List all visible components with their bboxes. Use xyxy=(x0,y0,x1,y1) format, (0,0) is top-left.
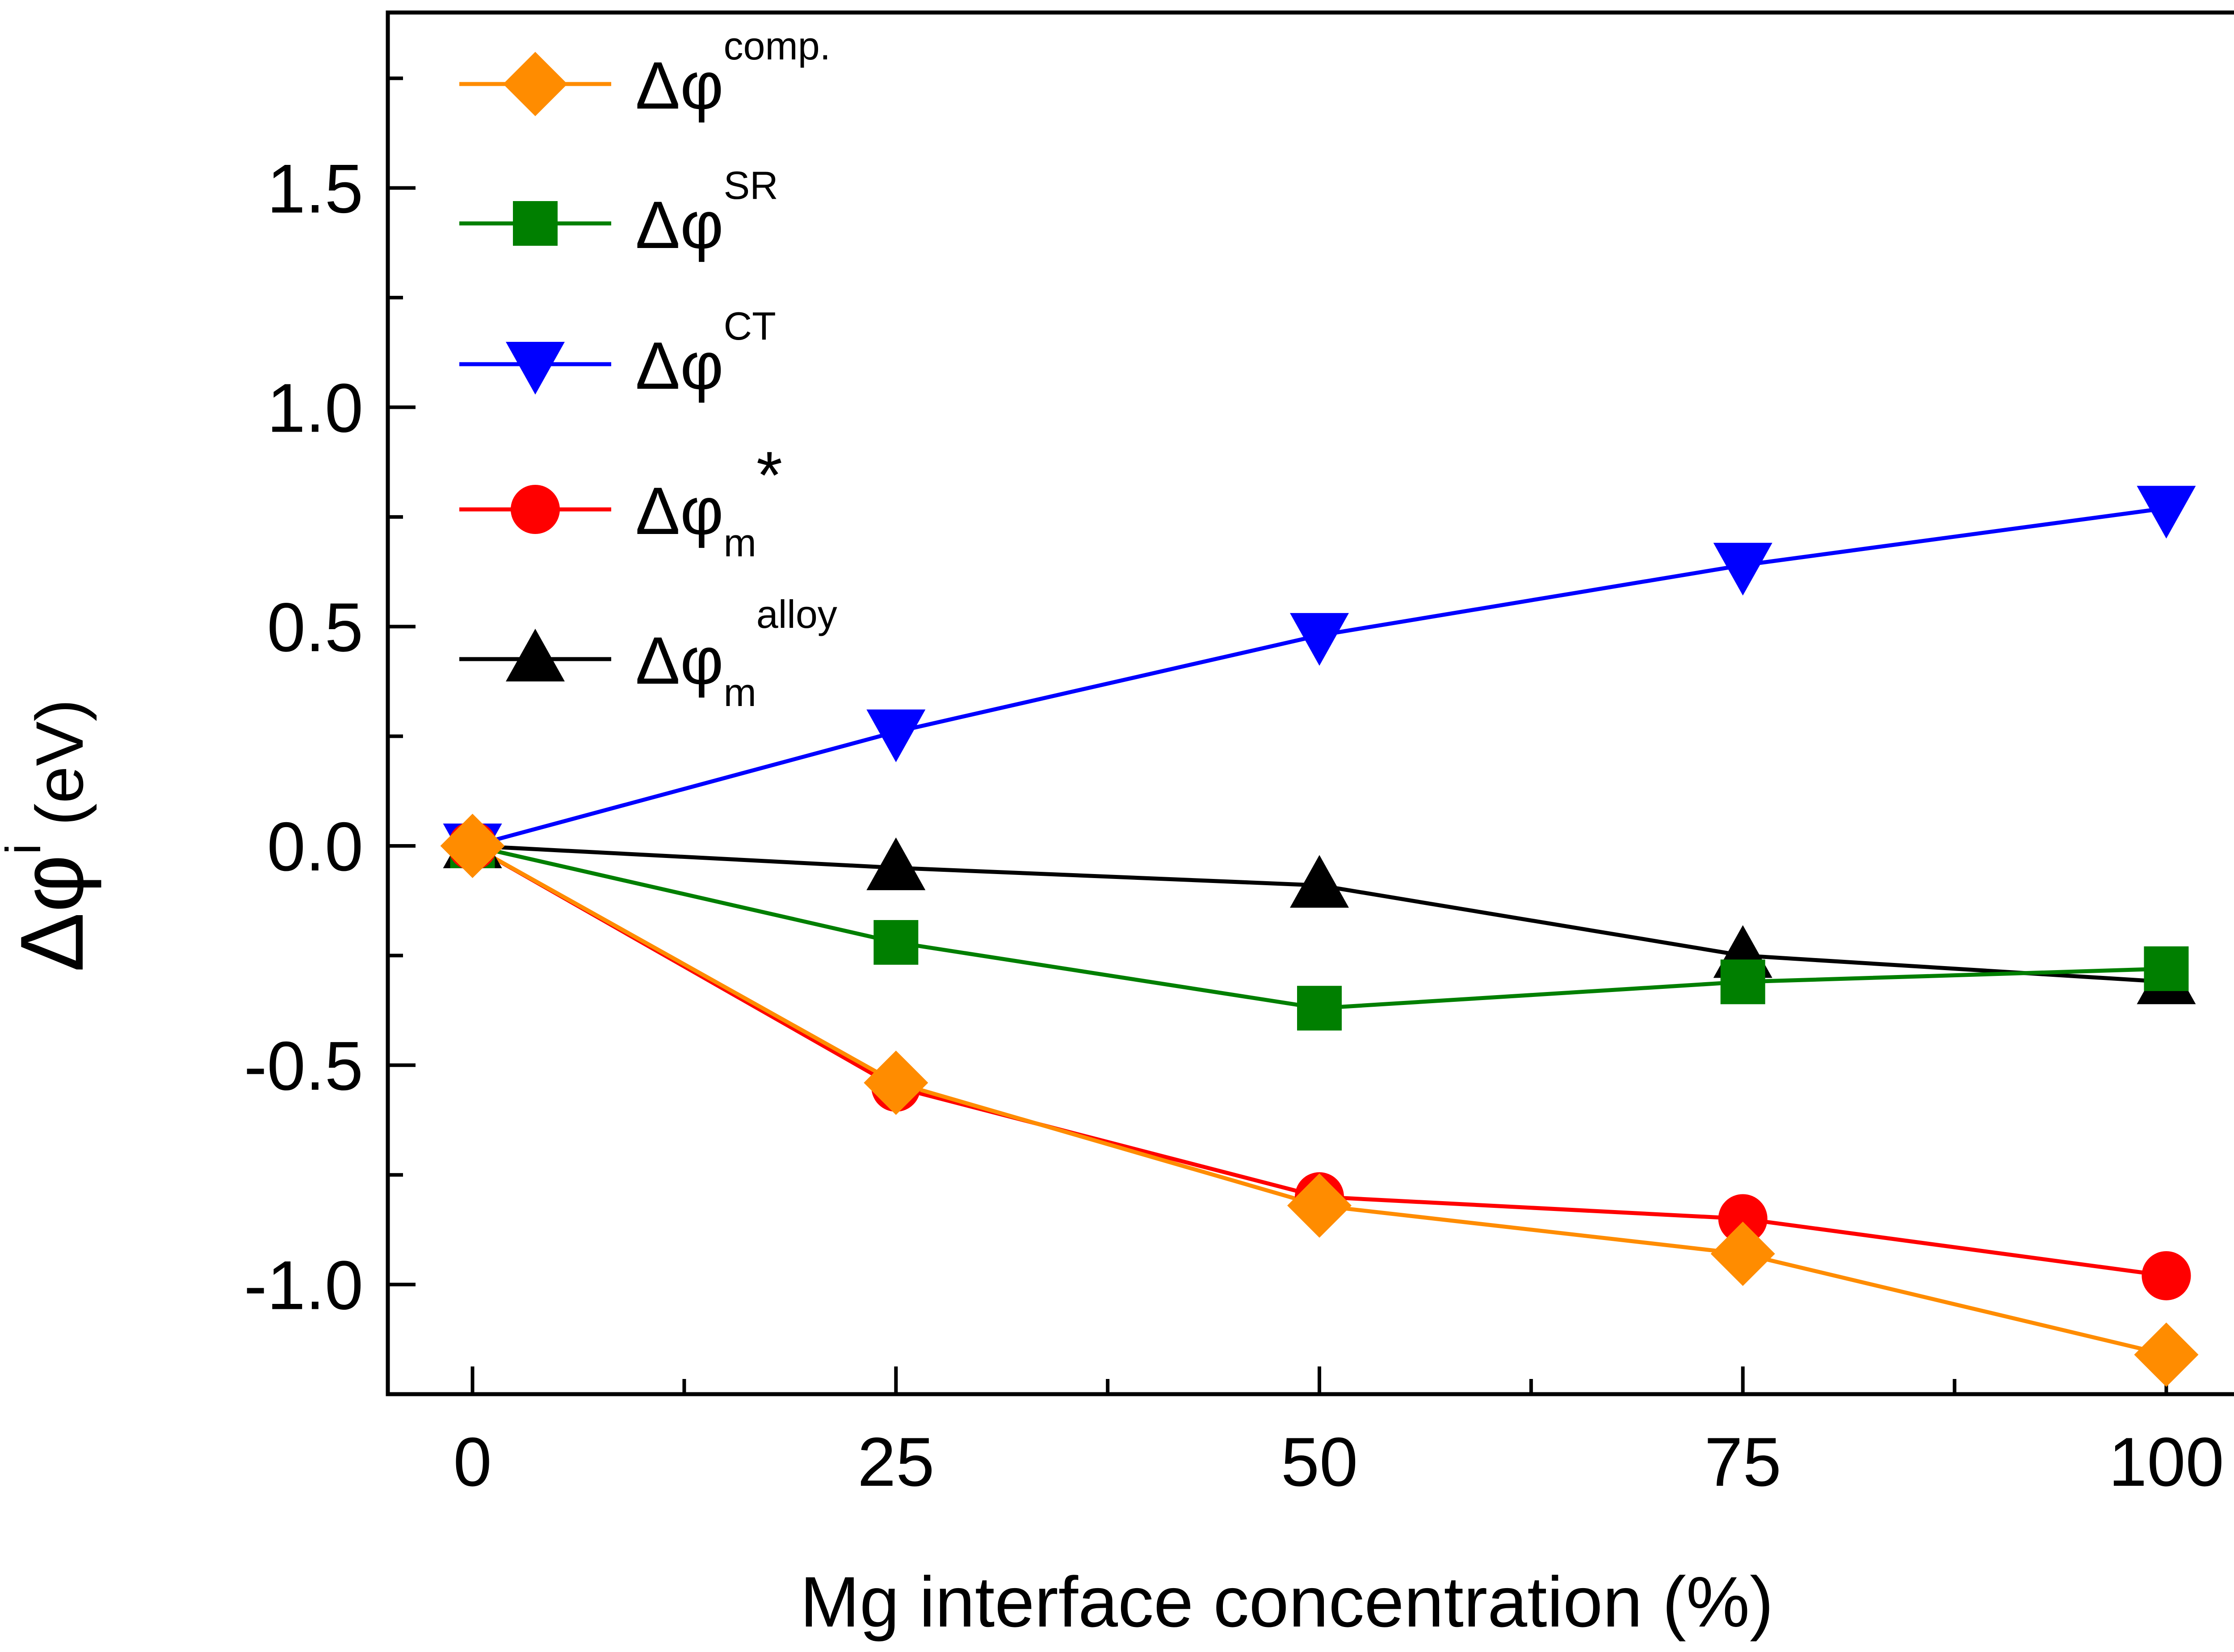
y-axis-title: Δφi (eV) xyxy=(0,699,102,972)
y-axis-title-main: Δφ xyxy=(2,854,102,972)
y-tick-label: 1.0 xyxy=(267,369,363,446)
data-point xyxy=(440,814,505,879)
y-tick-label: -0.5 xyxy=(244,1027,363,1105)
x-tick-label: 75 xyxy=(1705,1423,1781,1501)
legend-marker xyxy=(503,52,567,116)
legend-label: ΔφSR xyxy=(635,163,778,262)
legend-label: Δφmalloy xyxy=(635,592,837,715)
y-tick-label: 0.0 xyxy=(267,808,363,885)
data-point xyxy=(1718,1194,1768,1244)
legend-item: Δφmalloy xyxy=(459,592,837,715)
data-point xyxy=(2134,1322,2199,1387)
x-tick-label: 100 xyxy=(2108,1423,2224,1501)
y-tick-labels: -1.0 -0.5 0.0 0.5 1.0 1.5 xyxy=(244,150,363,1324)
legend-item: Δφcomp. xyxy=(459,24,831,123)
legend-label: Δφm* xyxy=(635,437,782,565)
x-tick-label: 50 xyxy=(1281,1423,1358,1501)
data-point xyxy=(1297,986,1342,1031)
data-point xyxy=(866,709,926,762)
data-point xyxy=(866,837,926,891)
legend-marker xyxy=(513,201,558,246)
y-axis-title-sup: i xyxy=(0,844,51,854)
data-point xyxy=(2137,486,2196,539)
data-point xyxy=(864,1051,928,1115)
tick-marks xyxy=(388,76,2168,1394)
x-tick-labels: 0 25 50 75 100 xyxy=(453,1423,2224,1501)
data-point xyxy=(1290,855,1349,908)
data-point xyxy=(1713,542,1772,596)
legend-item: Δφm* xyxy=(459,437,782,565)
y-tick-label: 1.5 xyxy=(267,150,363,227)
data-point xyxy=(1290,613,1349,666)
data-point xyxy=(2142,1251,2191,1300)
x-axis-title: Mg interface concentration (%) xyxy=(800,1562,1774,1642)
y-tick-label: 0.5 xyxy=(267,588,363,666)
series-line xyxy=(471,844,2167,1357)
series-markers xyxy=(440,486,2199,1387)
data-point xyxy=(1710,1221,1775,1286)
legend-item: ΔφSR xyxy=(459,163,778,262)
legend-label: ΔφCT xyxy=(635,304,776,403)
legend-marker xyxy=(511,485,560,534)
legend-marker xyxy=(506,342,565,395)
y-axis-title-unit: (eV) xyxy=(22,699,97,825)
x-tick-label: 25 xyxy=(857,1423,934,1501)
legend-marker xyxy=(506,629,565,681)
x-tick-label: 0 xyxy=(453,1423,491,1501)
legend: Δφcomp. ΔφSR ΔφCT Δφm* Δφmalloy xyxy=(459,24,837,715)
data-point xyxy=(2144,946,2189,991)
legend-label: Δφcomp. xyxy=(635,24,831,123)
data-point xyxy=(1287,1173,1352,1238)
data-point xyxy=(873,920,919,965)
svg-text:Δφi(eV): Δφi (eV) xyxy=(0,699,102,972)
legend-item: ΔφCT xyxy=(459,304,776,403)
data-point xyxy=(1720,959,1765,1005)
y-tick-label: -1.0 xyxy=(244,1247,363,1324)
